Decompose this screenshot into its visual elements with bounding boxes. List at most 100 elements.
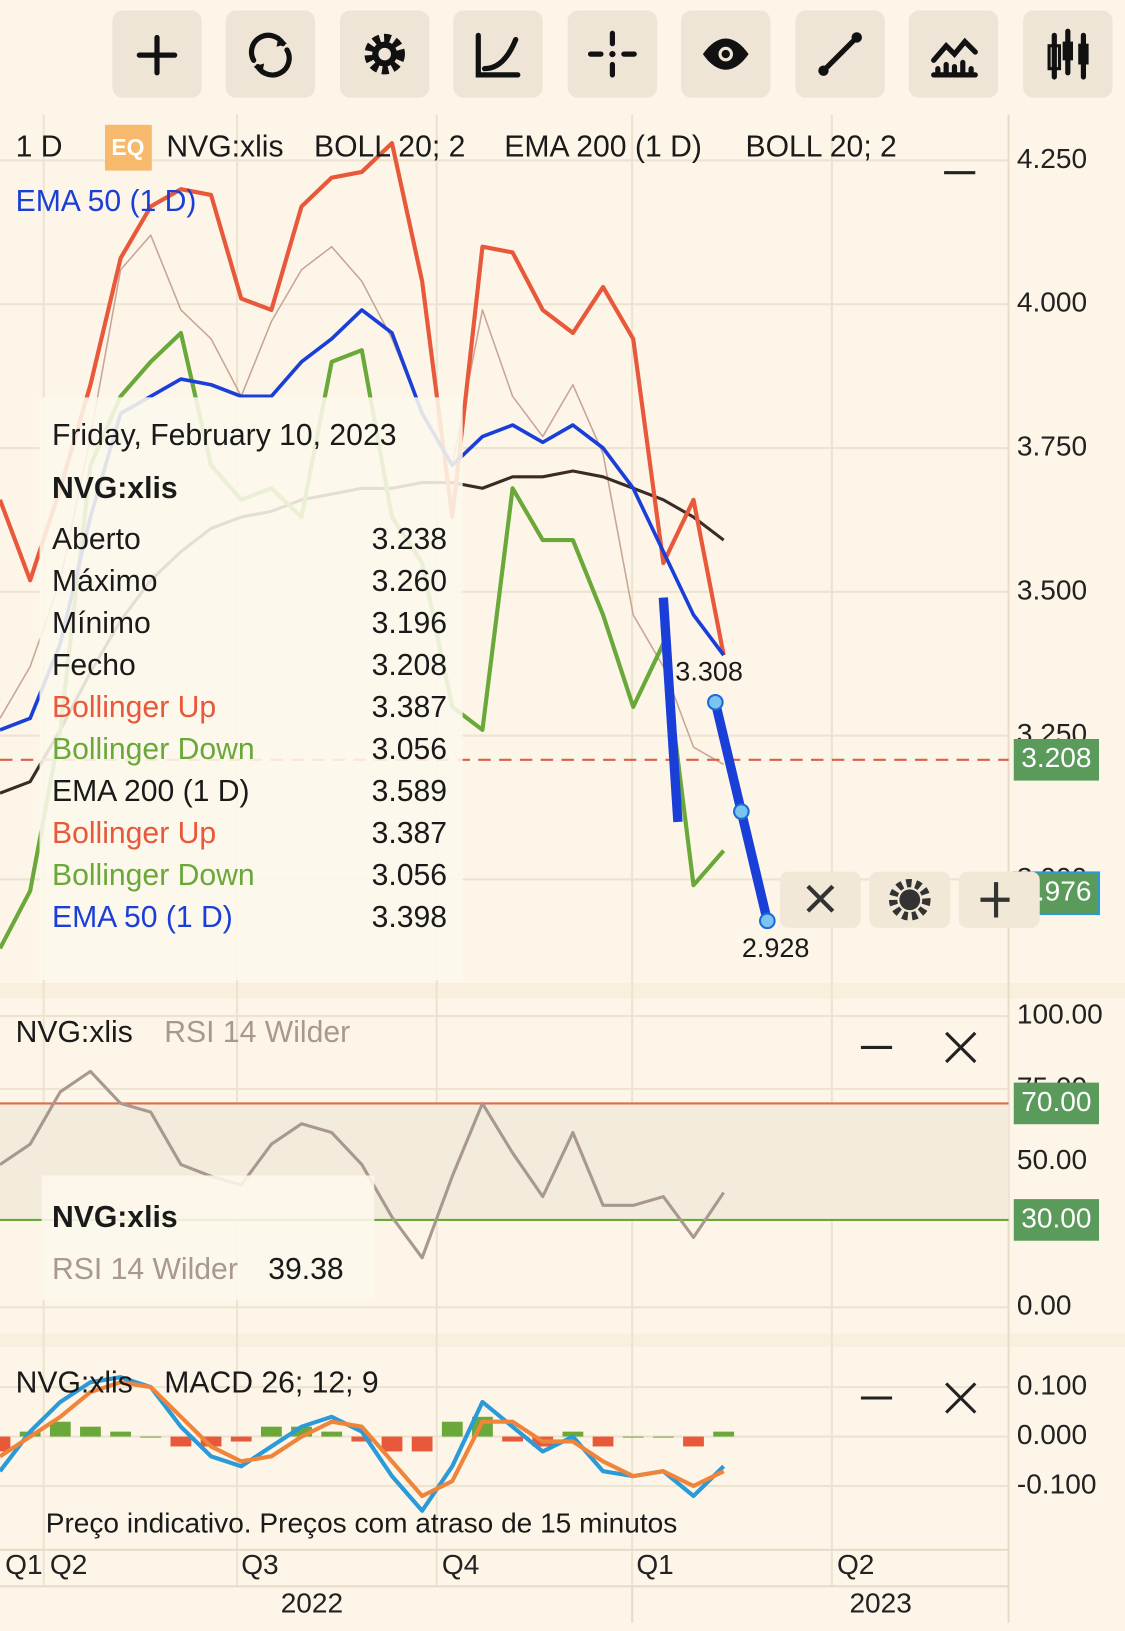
y-tick-label: 3.750	[1017, 430, 1087, 461]
panel-separator	[0, 982, 1125, 999]
x-tick-label: Q2	[50, 1549, 87, 1580]
histogram-bar	[321, 1431, 343, 1437]
tooltip-symbol: NVG:xlis	[52, 472, 178, 505]
histogram-bar	[713, 1431, 735, 1437]
tooltip-label: EMA 200 (1 D)	[52, 775, 250, 808]
readout-name: RSI 14 Wilder	[52, 1253, 238, 1286]
x-tick-label: Q1	[5, 1549, 42, 1580]
histogram-bar	[411, 1436, 433, 1452]
tooltip-label: Bollinger Up	[52, 691, 216, 724]
eye-button[interactable]	[681, 10, 771, 98]
close-icon	[806, 884, 835, 913]
tooltip-bg	[39, 397, 463, 980]
histogram-bar	[170, 1436, 192, 1447]
refresh-button[interactable]	[225, 10, 316, 98]
histogram-bar	[562, 1431, 584, 1437]
indicator: BOLL 20; 2	[314, 131, 465, 164]
histogram-bar	[140, 1436, 162, 1438]
level-tag-label: 70.00	[1021, 1086, 1091, 1117]
y-tick-label: 50.00	[1017, 1144, 1087, 1175]
mid-point	[733, 803, 750, 820]
panel-title: NVG:xlis	[16, 1016, 133, 1049]
tooltip-label: Bollinger Down	[52, 733, 255, 766]
x-tick-label: Q4	[442, 1549, 479, 1580]
level-tag	[1013, 1199, 1100, 1241]
add-button[interactable]	[112, 10, 202, 98]
footer-note: Preço indicativo. Preços com atraso de 1…	[46, 1507, 678, 1538]
histogram-bar	[622, 1436, 644, 1438]
readout-value: 39.38	[268, 1253, 343, 1286]
y-tick-label: 4.250	[1017, 143, 1087, 174]
y-tick-label: 3.500	[1017, 574, 1087, 605]
indicator: EMA 200 (1 D)	[504, 131, 702, 164]
series-line	[0, 234, 725, 766]
histogram-bar	[110, 1431, 132, 1437]
tooltip-value: 3.589	[372, 775, 447, 808]
histogram-bar	[260, 1426, 282, 1437]
y-tick-label: 0.100	[1017, 1370, 1087, 1401]
price-tag	[1013, 738, 1100, 781]
y-tick-label: 4.000	[1017, 287, 1087, 318]
panel-subtitle: MACD 26; 12; 9	[164, 1366, 378, 1399]
tooltip-value: 3.056	[372, 859, 447, 892]
gear-icon	[899, 889, 921, 911]
chart-type-button[interactable]	[1023, 10, 1113, 98]
tooltip-value: 3.260	[372, 565, 447, 598]
readout-bg	[41, 1175, 375, 1301]
tooltip-value: 3.387	[372, 817, 447, 850]
histogram-bar	[592, 1436, 614, 1447]
histogram-bar	[351, 1436, 373, 1442]
panel-title: NVG:xlis	[16, 1366, 133, 1399]
tooltip-value: 3.387	[372, 691, 447, 724]
settings-button[interactable]	[339, 10, 430, 98]
panel-separator	[0, 1333, 1125, 1348]
histogram-bar	[49, 1421, 71, 1437]
curve-button[interactable]	[453, 10, 543, 98]
gear-icon	[888, 878, 931, 921]
y-tick-label: 100.00	[1017, 998, 1103, 1029]
panel-subtitle: RSI 14 Wilder	[164, 1016, 350, 1049]
tooltip-label: Fecho	[52, 649, 136, 682]
series-line	[0, 141, 726, 656]
series-line	[0, 330, 726, 950]
y-tick-label: 0.000	[1017, 1419, 1087, 1450]
indicator: EMA 50 (1 D)	[16, 185, 197, 218]
x-tick-label: Q3	[241, 1549, 278, 1580]
close-button[interactable]	[945, 1382, 977, 1414]
x-tick-label: Q1	[636, 1549, 673, 1580]
close-button[interactable]	[945, 1031, 977, 1064]
drawing-label: 3.308	[675, 656, 743, 686]
main-legend: 1 D EQ NVG:xlis BOLL 20; 2 EMA 200 (1 D)…	[16, 124, 976, 218]
tooltip-label: EMA 50 (1 D)	[52, 901, 233, 934]
series-line	[0, 1375, 726, 1513]
tooltip-label: Mínimo	[52, 607, 151, 640]
drawing-label: 2.928	[742, 933, 810, 963]
tooltip-value: 3.238	[372, 523, 447, 556]
plus-icon	[980, 882, 1010, 918]
tooltip-value: 3.196	[372, 607, 447, 640]
histogram-bar	[230, 1436, 252, 1442]
y-tick-label: 0.00	[1017, 1290, 1072, 1321]
price-tag-label: 3.208	[1021, 742, 1091, 773]
line-tool-button[interactable]	[795, 10, 885, 98]
tooltip-value: 3.056	[372, 733, 447, 766]
histogram-bar	[683, 1436, 704, 1447]
anchor-point	[759, 912, 776, 930]
crosshair-button[interactable]	[567, 10, 658, 98]
x-tick-label: Q2	[837, 1549, 874, 1580]
tooltip-label: Bollinger Down	[52, 859, 255, 892]
histogram-bar	[502, 1436, 523, 1442]
level-tag	[1013, 1082, 1100, 1125]
histogram-bar	[200, 1436, 222, 1447]
interval: 1 D	[16, 131, 63, 164]
badge-bg	[105, 124, 152, 171]
tooltip-label: Bollinger Up	[52, 817, 216, 850]
indicators-button[interactable]	[908, 10, 999, 98]
badge: EQ	[111, 134, 144, 160]
readout-symbol: NVG:xlis	[52, 1201, 178, 1234]
symbol: NVG:xlis	[166, 131, 283, 164]
tooltip-label: Aberto	[52, 523, 141, 556]
year-label: 2023	[849, 1587, 911, 1618]
